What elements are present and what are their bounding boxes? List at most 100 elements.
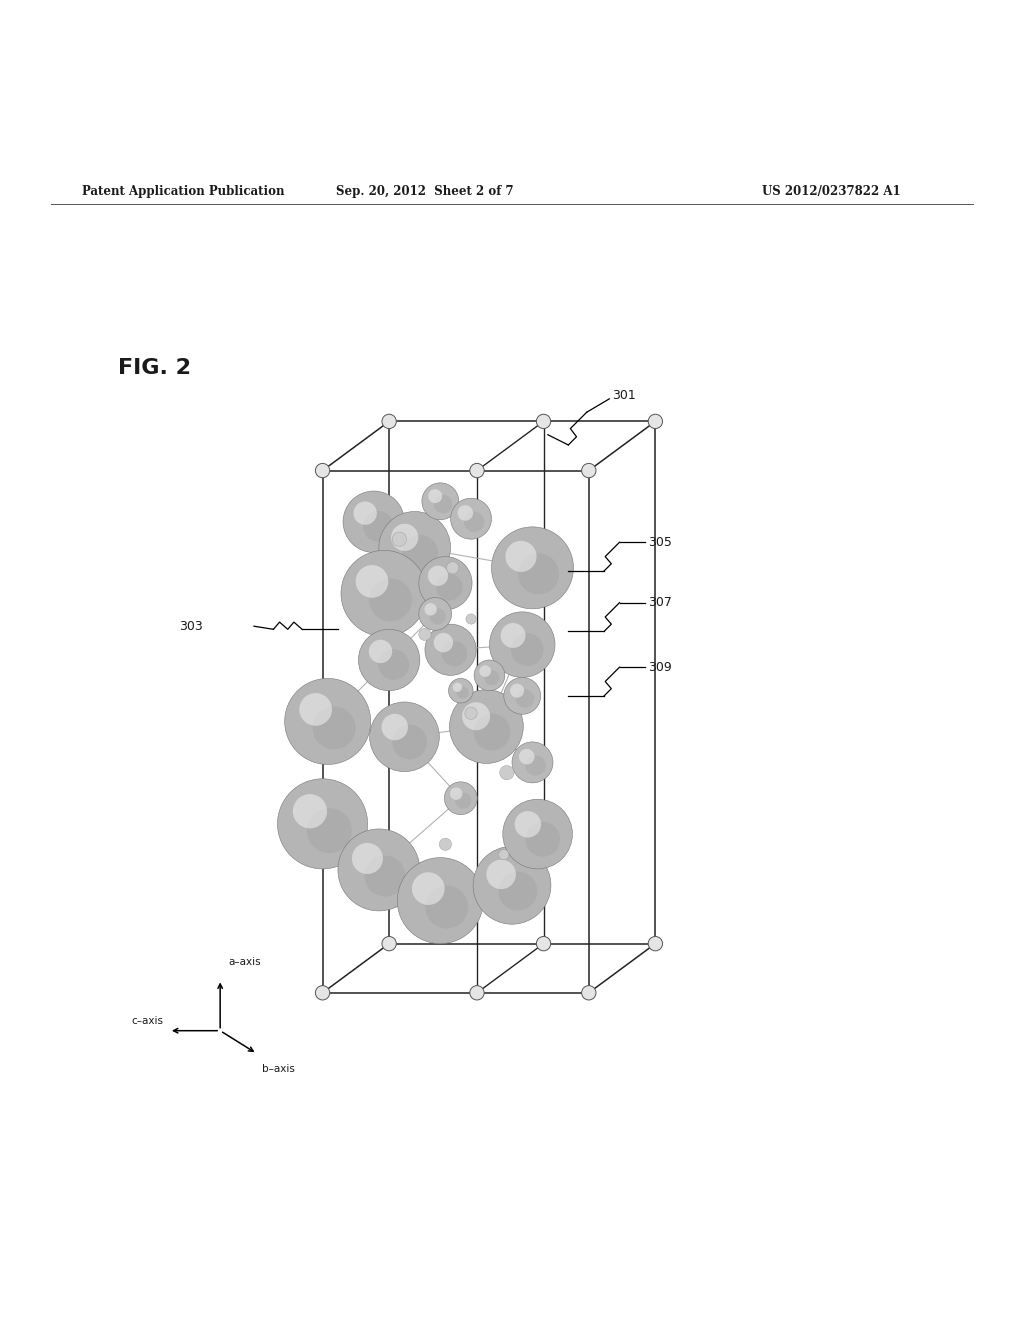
Circle shape	[518, 553, 559, 594]
Circle shape	[369, 640, 392, 663]
Circle shape	[519, 748, 535, 764]
Circle shape	[500, 766, 514, 780]
Circle shape	[419, 628, 431, 640]
Text: b–axis: b–axis	[262, 1064, 295, 1074]
Text: 309: 309	[648, 661, 672, 673]
Circle shape	[582, 986, 596, 1001]
Circle shape	[425, 886, 468, 928]
Circle shape	[312, 706, 355, 750]
Text: 307: 307	[648, 597, 672, 609]
Circle shape	[486, 859, 516, 890]
Circle shape	[434, 495, 453, 513]
Circle shape	[464, 512, 484, 532]
Circle shape	[392, 725, 427, 759]
Circle shape	[436, 574, 463, 601]
Circle shape	[512, 742, 553, 783]
Circle shape	[428, 490, 442, 503]
Circle shape	[462, 702, 490, 730]
Circle shape	[307, 808, 352, 853]
Circle shape	[515, 810, 541, 838]
Circle shape	[352, 843, 383, 874]
Circle shape	[465, 708, 477, 719]
Circle shape	[429, 609, 445, 624]
Circle shape	[419, 557, 472, 610]
Circle shape	[474, 660, 505, 690]
Circle shape	[382, 714, 408, 741]
Circle shape	[516, 689, 535, 708]
Circle shape	[473, 846, 551, 924]
Text: 305: 305	[648, 536, 672, 549]
Circle shape	[648, 414, 663, 429]
Circle shape	[582, 463, 596, 478]
Circle shape	[434, 632, 453, 652]
Circle shape	[499, 871, 538, 911]
Circle shape	[504, 677, 541, 714]
Circle shape	[365, 855, 406, 896]
Circle shape	[402, 535, 438, 570]
Circle shape	[537, 414, 551, 429]
Circle shape	[450, 689, 523, 763]
Circle shape	[315, 986, 330, 1001]
Text: Sep. 20, 2012  Sheet 2 of 7: Sep. 20, 2012 Sheet 2 of 7	[336, 185, 514, 198]
Circle shape	[439, 838, 452, 850]
Circle shape	[510, 684, 524, 698]
Circle shape	[458, 506, 473, 520]
Circle shape	[455, 792, 471, 809]
Text: Patent Application Publication: Patent Application Publication	[82, 185, 285, 198]
Circle shape	[470, 986, 484, 1001]
Text: FIG. 2: FIG. 2	[118, 358, 190, 378]
Circle shape	[362, 511, 393, 541]
Circle shape	[358, 630, 420, 690]
Circle shape	[525, 755, 546, 776]
Circle shape	[382, 936, 396, 950]
Circle shape	[648, 936, 663, 950]
Circle shape	[315, 463, 330, 478]
Circle shape	[355, 565, 388, 598]
Circle shape	[353, 502, 377, 525]
Circle shape	[341, 550, 427, 636]
Circle shape	[503, 800, 572, 869]
Circle shape	[470, 463, 484, 478]
Circle shape	[278, 779, 368, 869]
Text: US 2012/0237822 A1: US 2012/0237822 A1	[763, 185, 901, 198]
Circle shape	[449, 678, 473, 704]
Circle shape	[479, 665, 492, 677]
Circle shape	[506, 541, 537, 572]
Circle shape	[484, 671, 500, 685]
Circle shape	[489, 612, 555, 677]
Circle shape	[492, 527, 573, 609]
Circle shape	[392, 532, 407, 546]
Circle shape	[444, 781, 477, 814]
Circle shape	[537, 936, 551, 950]
Circle shape	[293, 795, 327, 829]
Circle shape	[425, 624, 476, 676]
Circle shape	[370, 702, 439, 772]
Circle shape	[451, 498, 492, 539]
Circle shape	[378, 649, 410, 680]
Circle shape	[450, 788, 463, 800]
Circle shape	[511, 634, 544, 665]
Circle shape	[466, 614, 476, 624]
Circle shape	[441, 640, 467, 667]
Circle shape	[285, 678, 371, 764]
Circle shape	[391, 524, 419, 550]
Circle shape	[453, 682, 462, 692]
Circle shape	[379, 512, 451, 583]
Circle shape	[343, 491, 404, 553]
Circle shape	[457, 686, 469, 698]
Circle shape	[419, 598, 452, 631]
Text: a–axis: a–axis	[228, 957, 261, 968]
Circle shape	[473, 714, 510, 751]
Circle shape	[299, 693, 332, 726]
Circle shape	[525, 822, 560, 857]
Circle shape	[412, 873, 444, 906]
Text: c–axis: c–axis	[132, 1015, 164, 1026]
Circle shape	[382, 414, 396, 429]
Circle shape	[422, 483, 459, 520]
Circle shape	[501, 623, 525, 648]
Circle shape	[446, 562, 459, 574]
Circle shape	[424, 603, 437, 615]
Text: 301: 301	[612, 389, 636, 403]
Circle shape	[338, 829, 420, 911]
Text: 303: 303	[179, 619, 203, 632]
